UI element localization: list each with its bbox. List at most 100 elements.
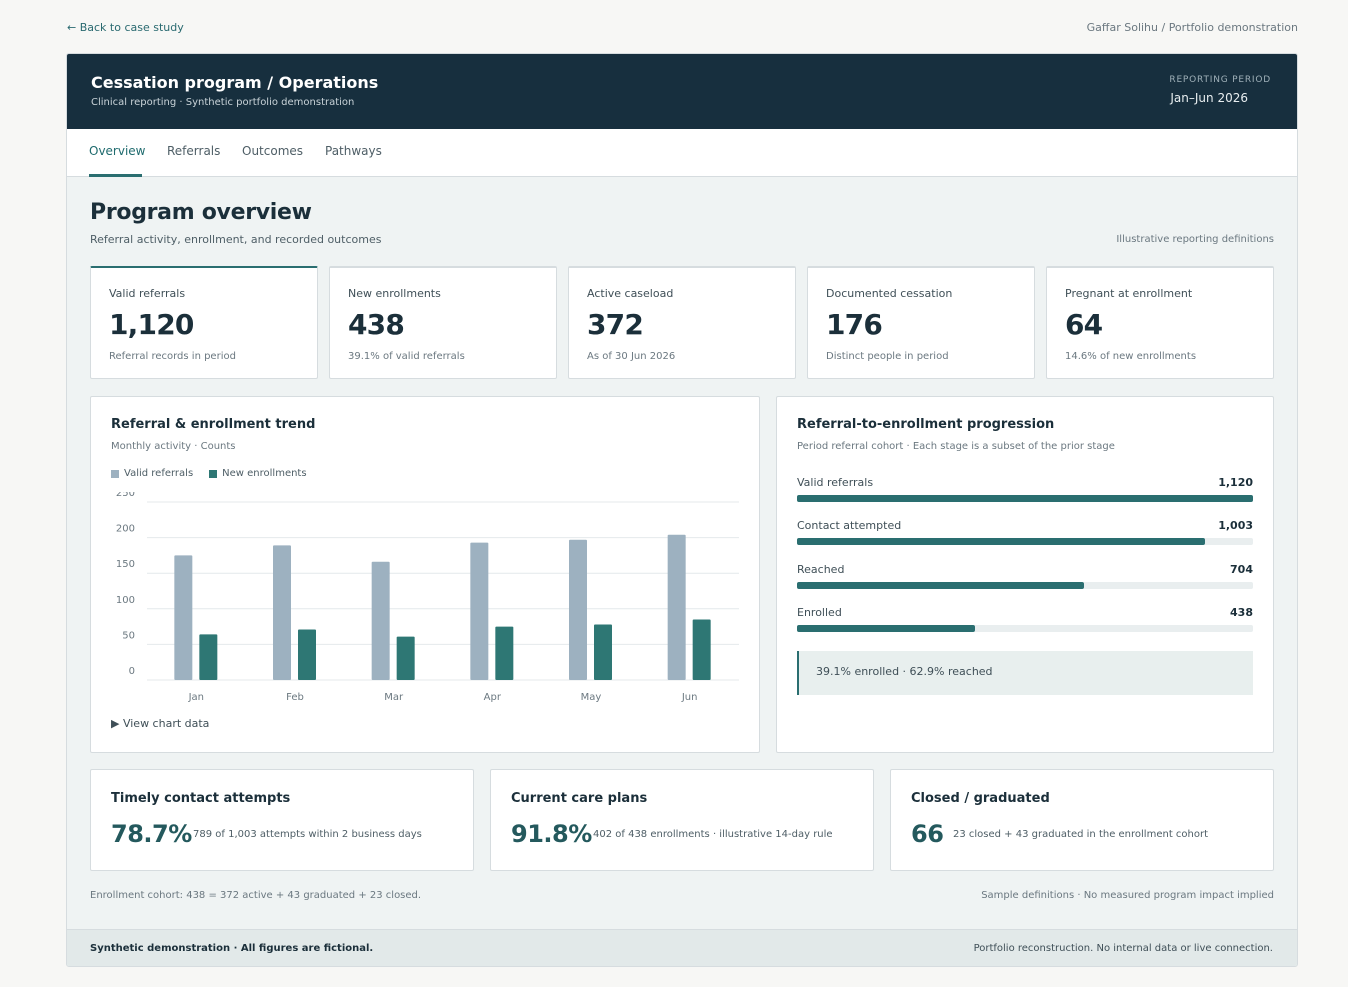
bar-new-enrollments-jan[interactable] bbox=[199, 634, 218, 680]
metric-title: Current care plans bbox=[511, 791, 648, 806]
legend-swatch bbox=[209, 469, 218, 478]
page-title: Program overview bbox=[90, 200, 312, 225]
x-tick-label: Apr bbox=[484, 692, 502, 703]
funnel-subtitle: Period referral cohort · Each stage is a… bbox=[797, 441, 1115, 452]
bar-valid-referrals-may[interactable] bbox=[569, 539, 587, 680]
kpi-card-active-caseload[interactable]: Active caseload 372 As of 30 Jun 2026 bbox=[568, 266, 796, 379]
synthetic-disclaimer: Synthetic demonstration · All figures ar… bbox=[90, 943, 374, 954]
bar-new-enrollments-mar[interactable] bbox=[396, 636, 415, 680]
metric-value: 91.8% bbox=[511, 820, 592, 848]
funnel-stage-bar bbox=[797, 538, 1206, 545]
legend-label: Valid referrals bbox=[124, 468, 194, 479]
kpi-note: 39.1% of valid referrals bbox=[348, 351, 465, 362]
funnel-summary: 39.1% enrolled · 62.9% reached bbox=[797, 651, 1253, 695]
trend-bar-chart: 0 50 100 150 200 250 Jan Feb Mar Apr May Jun bbox=[116, 492, 739, 703]
funnel-stage-track bbox=[797, 582, 1253, 589]
data-disclaimer: Portfolio reconstruction. No internal da… bbox=[973, 943, 1273, 954]
cohort-footnote: Enrollment cohort: 438 = 372 active + 43… bbox=[90, 890, 422, 901]
legend-swatch bbox=[111, 469, 119, 478]
metric-note: 23 closed + 43 graduated in the enrollme… bbox=[953, 829, 1209, 840]
funnel-stage-track bbox=[797, 538, 1253, 545]
kpi-card-documented-cessation[interactable]: Documented cessation 176 Distinct people… bbox=[807, 266, 1035, 379]
dashboard-subtitle: Clinical reporting · Synthetic portfolio… bbox=[91, 97, 355, 108]
kpi-card-valid-referrals[interactable]: Valid referrals 1,120 Referral records i… bbox=[90, 266, 318, 379]
bar-valid-referrals-jan[interactable] bbox=[174, 555, 193, 680]
disclaimer-bar: Synthetic demonstration · All figures ar… bbox=[67, 929, 1297, 966]
kpi-note: Distinct people in period bbox=[826, 351, 949, 362]
metric-value: 66 bbox=[911, 820, 944, 848]
funnel-panel: Referral-to-enrollment progression Perio… bbox=[776, 396, 1274, 753]
bar-valid-referrals-feb[interactable] bbox=[273, 545, 291, 680]
dashboard-frame: Cessation program / Operations Clinical … bbox=[66, 53, 1298, 967]
dashboard-title: Cessation program / Operations bbox=[91, 73, 379, 92]
kpi-label: Valid referrals bbox=[109, 287, 186, 300]
back-to-case-study-link[interactable]: ← Back to case study bbox=[67, 21, 184, 34]
x-tick-label: Jun bbox=[681, 692, 698, 703]
y-tick-label: 200 bbox=[116, 524, 135, 535]
active-tab-indicator bbox=[89, 174, 142, 177]
kpi-label: Documented cessation bbox=[826, 287, 953, 300]
y-tick-label: 0 bbox=[129, 666, 135, 677]
author-credit: Gaffar Solihu / Portfolio demonstration bbox=[1086, 21, 1298, 34]
kpi-note: 14.6% of new enrollments bbox=[1065, 351, 1197, 362]
x-tick-label: Jan bbox=[188, 692, 204, 703]
funnel-stage-value: 704 bbox=[1230, 563, 1253, 576]
funnel-stage-value: 1,003 bbox=[1218, 519, 1253, 532]
x-tick-label: Mar bbox=[384, 692, 404, 703]
bar-valid-referrals-mar[interactable] bbox=[371, 561, 390, 680]
metric-note: 402 of 438 enrollments · illustrative 14… bbox=[593, 829, 833, 840]
definitions-footnote: Sample definitions · No measured program… bbox=[981, 890, 1274, 901]
funnel-stage-label: Enrolled bbox=[797, 606, 842, 619]
legend-item-valid-referrals: Valid referrals bbox=[111, 468, 193, 479]
funnel-stage-bar bbox=[797, 495, 1253, 502]
bar-valid-referrals-jun[interactable] bbox=[667, 534, 686, 680]
trend-chart-subtitle: Monthly activity · Counts bbox=[111, 441, 236, 452]
reporting-period-label: REPORTING PERIOD bbox=[1169, 75, 1271, 85]
funnel-stage-bar bbox=[797, 582, 1084, 589]
metric-value: 78.7% bbox=[111, 820, 192, 848]
kpi-note: As of 30 Jun 2026 bbox=[587, 351, 676, 362]
chart-legend: Valid referrals New enrollments bbox=[111, 468, 307, 479]
bar-valid-referrals-apr[interactable] bbox=[470, 542, 489, 680]
trend-chart-panel: Referral & enrollment trend Monthly acti… bbox=[90, 396, 760, 753]
definitions-note: Illustrative reporting definitions bbox=[1116, 234, 1274, 245]
kpi-label: Pregnant at enrollment bbox=[1065, 287, 1193, 300]
bar-new-enrollments-apr[interactable] bbox=[495, 626, 514, 680]
tab-referrals[interactable]: Referrals bbox=[167, 144, 221, 158]
y-tick-label: 50 bbox=[122, 630, 135, 641]
trend-chart-title: Referral & enrollment trend bbox=[111, 417, 316, 432]
bar-new-enrollments-may[interactable] bbox=[594, 624, 612, 680]
kpi-card-pregnant-at-enrollment[interactable]: Pregnant at enrollment 64 14.6% of new e… bbox=[1046, 266, 1274, 379]
tab-pathways[interactable]: Pathways bbox=[325, 144, 382, 158]
kpi-value: 64 bbox=[1065, 308, 1103, 341]
kpi-value: 176 bbox=[826, 308, 883, 341]
top-bar: ← Back to case study Gaffar Solihu / Por… bbox=[67, 21, 1298, 37]
funnel-stage-track bbox=[797, 625, 1253, 632]
funnel-stage-label: Contact attempted bbox=[797, 519, 902, 532]
funnel-stage-bar bbox=[797, 625, 976, 632]
legend-label: New enrollments bbox=[222, 468, 307, 479]
kpi-note: Referral records in period bbox=[109, 351, 236, 362]
tab-overview[interactable]: Overview bbox=[89, 144, 146, 158]
metric-card-current-care-plans: Current care plans 91.8% 402 of 438 enro… bbox=[490, 769, 874, 871]
bar-new-enrollments-feb[interactable] bbox=[298, 629, 316, 680]
metric-title: Timely contact attempts bbox=[111, 791, 291, 806]
kpi-card-new-enrollments[interactable]: New enrollments 438 39.1% of valid refer… bbox=[329, 266, 557, 379]
bar-new-enrollments-jun[interactable] bbox=[692, 619, 711, 680]
y-tick-label: 250 bbox=[116, 492, 135, 499]
metric-title: Closed / graduated bbox=[911, 791, 1050, 806]
tab-outcomes[interactable]: Outcomes bbox=[242, 144, 304, 158]
kpi-value: 1,120 bbox=[109, 308, 194, 341]
view-chart-data-toggle[interactable]: ▶ View chart data bbox=[111, 717, 210, 730]
funnel-stage-track bbox=[797, 495, 1253, 502]
legend-item-new-enrollments: New enrollments bbox=[209, 468, 307, 479]
funnel-stage-label: Valid referrals bbox=[797, 476, 874, 489]
metric-note: 789 of 1,003 attempts within 2 business … bbox=[193, 829, 422, 840]
y-tick-label: 100 bbox=[116, 595, 135, 606]
kpi-value: 438 bbox=[348, 308, 405, 341]
funnel-stage-value: 438 bbox=[1230, 606, 1253, 619]
reporting-period-value: Jan–Jun 2026 bbox=[1170, 91, 1248, 105]
kpi-value: 372 bbox=[587, 308, 644, 341]
funnel-title: Referral-to-enrollment progression bbox=[797, 417, 1055, 432]
kpi-label: Active caseload bbox=[587, 287, 674, 300]
